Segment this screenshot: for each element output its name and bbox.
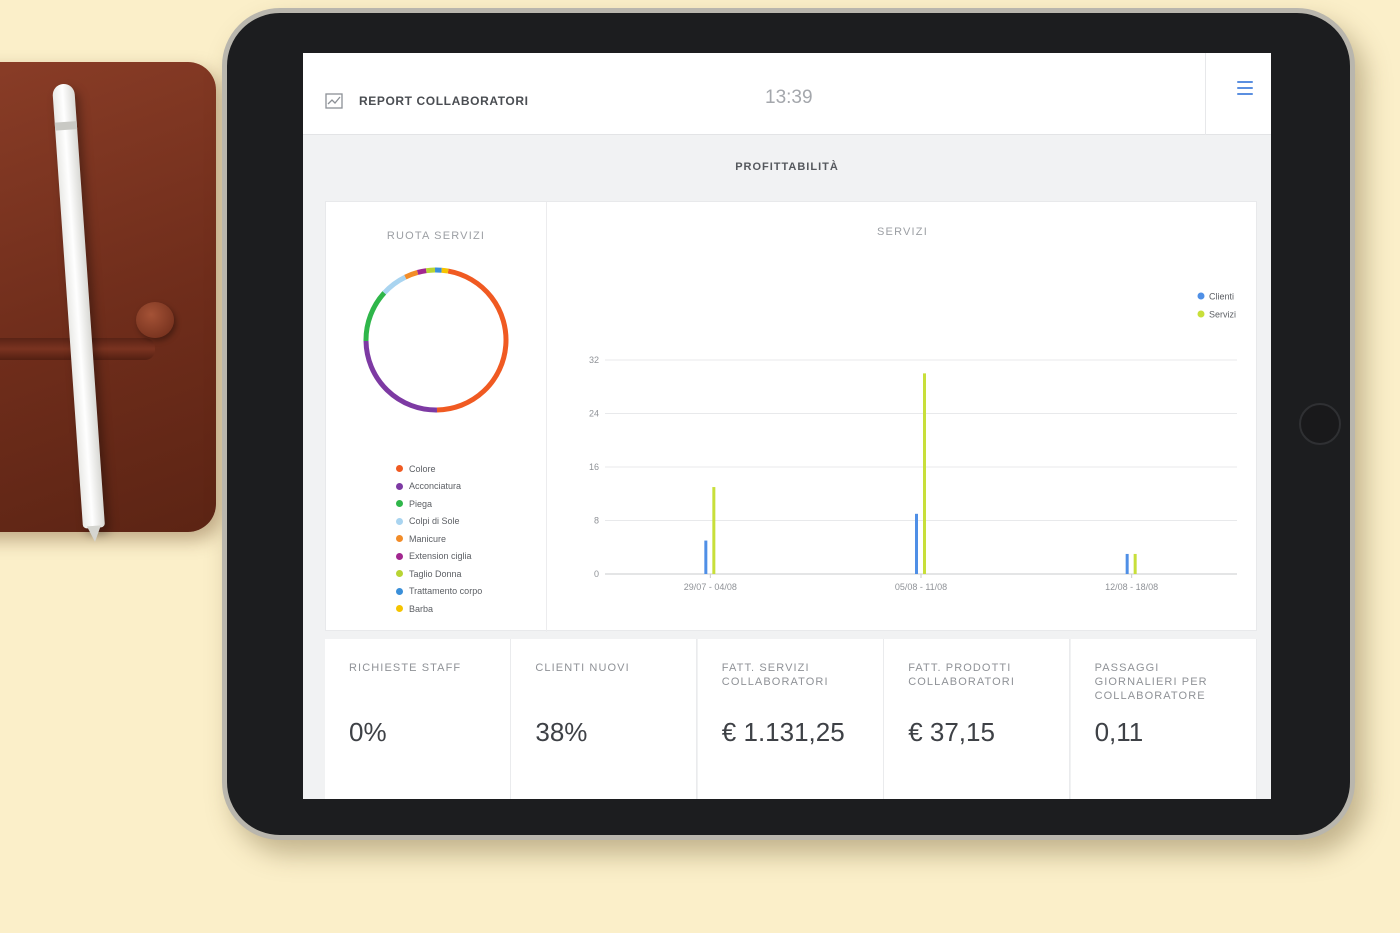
legend-item[interactable]: Manicure xyxy=(396,530,482,548)
x-tick-label: 29/07 - 04/08 xyxy=(684,582,737,592)
legend-dot xyxy=(396,570,403,578)
donut-segment xyxy=(441,267,449,274)
y-tick-label: 0 xyxy=(594,569,599,579)
tablet-device: REPORT COLLABORATORI 13:39 PROFITTABILIT… xyxy=(222,8,1355,840)
donut-segment xyxy=(436,268,509,413)
stat-label: Richieste staff xyxy=(349,662,462,674)
y-tick-label: 16 xyxy=(589,462,599,472)
wheel-title: RUOTA SERVIZI xyxy=(386,230,486,242)
legend-dot xyxy=(396,482,403,490)
stat-card: Fatt. servizi collaboratori € 1.131,25 xyxy=(697,639,884,799)
legend-item[interactable]: Extension ciglia xyxy=(396,548,482,566)
stat-label: Passaggi giornalieri per collaboratore xyxy=(1094,662,1208,702)
legend-item[interactable]: Taglio Donna xyxy=(396,565,482,583)
stat-value: € 37,15 xyxy=(908,717,995,747)
legend-label: Extension ciglia xyxy=(409,551,472,562)
app-screen: REPORT COLLABORATORI 13:39 PROFITTABILIT… xyxy=(303,53,1271,799)
services-donut-chart xyxy=(363,267,509,413)
chart-legend-dot xyxy=(1197,310,1205,318)
stat-card: Richieste staff 0% xyxy=(325,639,511,799)
y-tick-label: 8 xyxy=(594,516,599,526)
home-button[interactable] xyxy=(1299,403,1341,445)
stat-card: Clienti nuovi 38% xyxy=(511,639,698,799)
legend-item[interactable]: Barba xyxy=(396,600,482,618)
bar-servizi[interactable] xyxy=(712,487,716,574)
legend-label: Piega xyxy=(409,498,433,509)
legend-label: Colore xyxy=(409,463,436,474)
stat-label: Fatt. prodotti collaboratori xyxy=(908,662,1015,688)
donut-segment xyxy=(363,291,387,342)
legend-label: Taglio Donna xyxy=(409,568,462,579)
clock: 13:39 xyxy=(765,87,813,108)
charts-card: RUOTA SERVIZI Colore Acconciatura Piega Col… xyxy=(325,201,1257,632)
legend-item[interactable]: Colore xyxy=(396,460,482,478)
stat-value: 0% xyxy=(349,717,387,747)
legend-dot xyxy=(396,587,403,595)
chart-line-icon xyxy=(325,93,343,109)
stat-value: € 1.131,25 xyxy=(721,717,845,747)
legend-label: Colpi di Sole xyxy=(409,516,460,527)
x-tick-label: 12/08 - 18/08 xyxy=(1105,582,1158,592)
legend-item[interactable]: Acconciatura xyxy=(396,478,482,496)
legend-dot xyxy=(396,517,403,525)
bar-servizi[interactable] xyxy=(1133,553,1137,574)
chart-title: SERVIZI xyxy=(877,226,928,238)
chart-legend-label[interactable]: Clienti xyxy=(1209,292,1234,302)
stats-row: Richieste staff 0% Clienti nuovi 38% Fatt. s… xyxy=(325,639,1257,799)
legend-dot xyxy=(396,535,403,543)
services-bar-chart: 0 8 16 24 32 29/07 - 04/08 05/08 - 11/08 12/08 … xyxy=(589,292,1237,592)
legend-label: Barba xyxy=(409,603,434,614)
donut-segment xyxy=(382,274,407,295)
legend-item[interactable]: Trattamento corpo xyxy=(396,583,482,601)
x-tick-label: 05/08 - 11/08 xyxy=(895,582,947,592)
wheel-legend: Colore Acconciatura Piega Colpi di Sole Mani… xyxy=(396,460,482,618)
legend-item[interactable]: Piega xyxy=(396,495,482,513)
legend-label: Acconciatura xyxy=(409,481,462,492)
y-tick-label: 24 xyxy=(589,409,599,419)
legend-label: Trattamento corpo xyxy=(409,586,483,597)
legend-dot xyxy=(396,465,403,473)
bar-servizi[interactable] xyxy=(923,373,926,574)
bar-clienti[interactable] xyxy=(1125,553,1129,574)
donut-segment xyxy=(404,270,419,280)
notebook-clasp xyxy=(136,302,174,338)
donut-segment xyxy=(416,268,427,275)
stat-value: 38% xyxy=(535,717,588,747)
y-tick-label: 32 xyxy=(589,355,599,365)
stat-label: Clienti nuovi xyxy=(535,662,630,674)
stat-label: Fatt. servizi collaboratori xyxy=(721,662,829,688)
bar-clienti[interactable] xyxy=(915,513,918,574)
stat-card: Fatt. prodotti collaboratori € 37,15 xyxy=(884,639,1071,799)
legend-item[interactable]: Colpi di Sole xyxy=(396,513,482,531)
stat-card: Passaggi giornalieri per collaboratore 0,… xyxy=(1070,639,1257,799)
hamburger-menu-icon[interactable] xyxy=(1237,81,1253,95)
chart-legend-dot xyxy=(1197,292,1205,300)
card-divider xyxy=(546,202,547,632)
legend-label: Manicure xyxy=(409,533,447,544)
chart-legend-label[interactable]: Servizi xyxy=(1209,310,1236,320)
legend-dot xyxy=(396,605,403,613)
section-title: PROFITTABILITÀ xyxy=(735,161,839,173)
legend-dot xyxy=(396,500,403,508)
page-title: REPORT COLLABORATORI xyxy=(359,94,529,108)
top-bar: REPORT COLLABORATORI 13:39 xyxy=(303,53,1271,135)
legend-dot xyxy=(396,552,403,560)
stat-value: 0,11 xyxy=(1094,717,1144,747)
donut-segment xyxy=(363,340,438,413)
bar-clienti[interactable] xyxy=(704,540,708,574)
leather-notebook xyxy=(0,62,216,532)
donut-segment xyxy=(425,267,436,274)
menu-divider xyxy=(1205,53,1206,135)
